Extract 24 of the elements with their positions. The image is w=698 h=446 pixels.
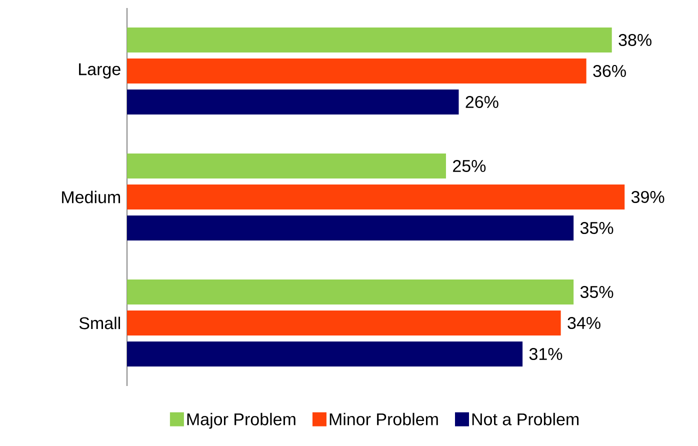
bar — [127, 279, 574, 304]
legend-label: Major Problem — [187, 412, 296, 429]
data-label: 25% — [453, 160, 486, 172]
data-label: 31% — [529, 348, 562, 360]
data-label: 34% — [568, 316, 600, 330]
data-label: 36% — [593, 64, 626, 78]
bar — [127, 27, 612, 52]
bar — [127, 341, 523, 366]
bar — [127, 89, 459, 114]
y-tick-label: Medium — [62, 190, 120, 204]
bar — [127, 184, 625, 210]
bar — [127, 153, 446, 178]
y-tick-label: Large — [79, 63, 120, 79]
data-label: 35% — [580, 286, 614, 298]
bar — [127, 215, 574, 240]
bar — [127, 310, 561, 336]
data-label: 39% — [631, 190, 664, 204]
data-label: 35% — [580, 222, 614, 234]
legend-label: Not a Problem — [472, 412, 579, 426]
data-label: 26% — [466, 96, 498, 108]
data-label: 38% — [618, 34, 652, 46]
y-tick-label: Small — [79, 316, 120, 330]
bar — [127, 58, 586, 84]
legend-label: Minor Problem — [330, 412, 438, 426]
